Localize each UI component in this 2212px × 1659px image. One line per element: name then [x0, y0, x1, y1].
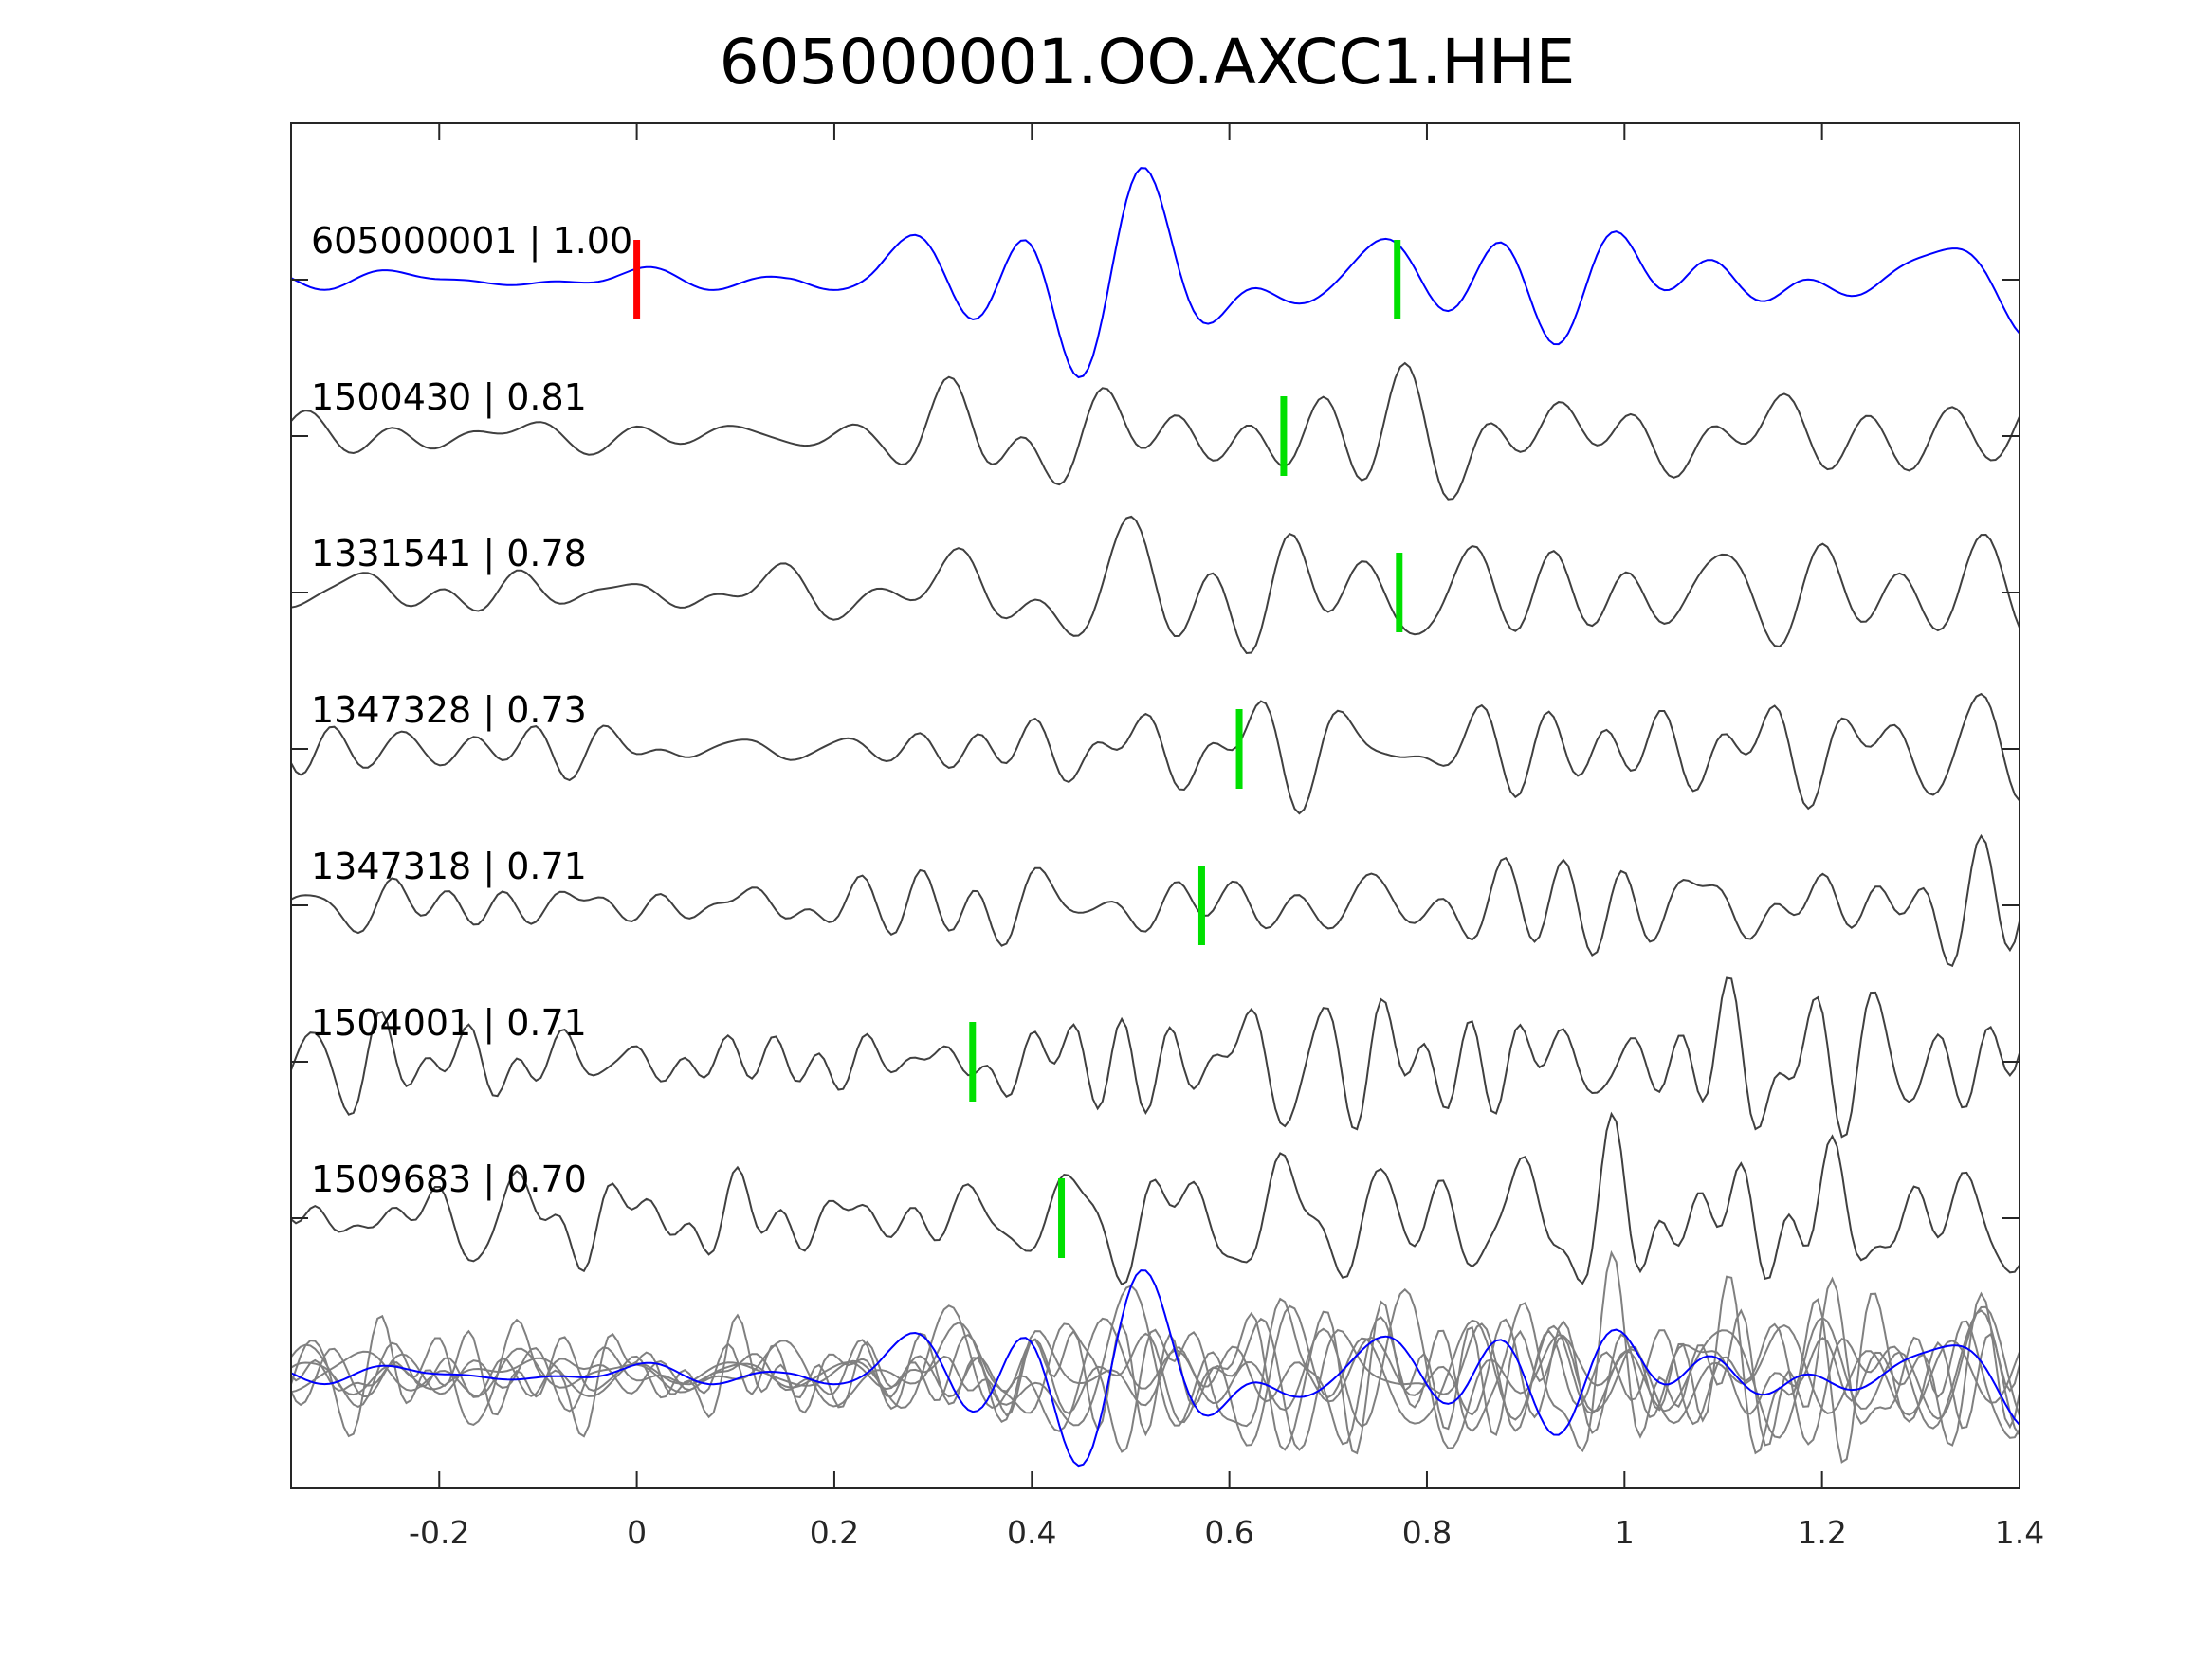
trace-1331541: [290, 515, 2020, 655]
trace-605000001: [290, 167, 2020, 379]
overlay-template-trace: [290, 1269, 2020, 1468]
picks-group: [290, 240, 2020, 1468]
overlay-trace: [290, 1275, 2020, 1464]
trace-1347328: [290, 692, 2020, 815]
x-tick-label: 1.2: [1797, 1514, 1846, 1551]
trace-1347318: [290, 833, 2020, 968]
x-tick-label: 0: [627, 1514, 647, 1551]
overlay-trace: [290, 1287, 2020, 1449]
trace-1509683: [290, 1111, 2020, 1286]
x-tick-label: 0.8: [1402, 1514, 1452, 1551]
x-tick-label: 0.4: [1007, 1514, 1056, 1551]
trace-label: 1500430 | 0.81: [311, 376, 587, 419]
x-tick-label: 0.6: [1204, 1514, 1253, 1551]
traces-group: [290, 167, 2020, 1464]
overlay-trace: [290, 1285, 2020, 1447]
overlay-trace: [290, 1249, 2020, 1453]
trace-1500430: [290, 361, 2020, 501]
axes-box: [290, 122, 2020, 1489]
x-tick-label: 1.4: [1995, 1514, 2044, 1551]
x-tick-label: 1: [1615, 1514, 1635, 1551]
trace-label: 1347328 | 0.73: [311, 689, 587, 732]
trace-label: 1504001 | 0.71: [311, 1002, 587, 1045]
trace-label: 1509683 | 0.70: [311, 1158, 587, 1201]
axes-frame: [290, 122, 2020, 1489]
trace-label: 1347318 | 0.71: [311, 846, 587, 888]
trace-1504001: [290, 976, 2020, 1139]
x-tick-label: -0.2: [409, 1514, 469, 1551]
overlay-trace: [290, 1309, 2020, 1451]
trace-label: 605000001 | 1.00: [311, 220, 632, 263]
trace-labels: 605000001 | 1.00 1500430 | 0.81 1331541 | …: [311, 220, 632, 1201]
chart-title: 605000001.OO.AXCC1.HHE: [720, 26, 1576, 99]
x-ticks: -0.2 0 0.2 0.4 0.6 0.8 1 1.2 1.4: [409, 123, 2044, 1551]
trace-label: 1331541 | 0.78: [311, 533, 587, 575]
overlay-trace: [290, 1291, 2020, 1447]
x-tick-label: 0.2: [810, 1514, 859, 1551]
